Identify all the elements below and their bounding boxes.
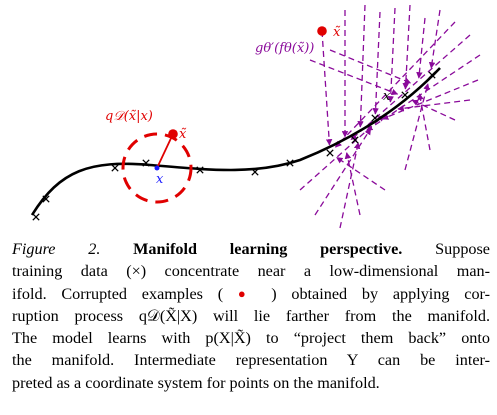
projection-arrow <box>314 128 372 216</box>
data-cross <box>196 166 204 174</box>
projection-arrow <box>336 156 386 191</box>
label-g-reconstruction: gθ′(fθ(x̃)) <box>255 41 314 56</box>
training-data-points <box>32 71 436 221</box>
caption-text: preted as a coordinate system for points… <box>12 373 380 392</box>
caption-text: the manifold. Intermediate representatio… <box>12 351 490 370</box>
corruption-circle <box>121 132 193 204</box>
data-cross <box>142 159 150 167</box>
caption-line-3: ifold. Corrupted examples ( ● ) obtained… <box>12 283 490 305</box>
label-x-tilde-lower: x̃ <box>179 127 187 142</box>
caption-line-1: Figure 2. Manifold learning perspective.… <box>12 238 490 260</box>
caption-line-6: the manifold. Intermediate representatio… <box>12 349 490 371</box>
data-cross <box>326 149 334 157</box>
caption-text: training data (×) concentrate near a low… <box>12 262 490 281</box>
label-x-upper: x <box>383 89 391 104</box>
caption-text: The model learns with p(X|X̃) to “projec… <box>12 329 490 348</box>
manifold-figure: q𝒟(x̃|x) gθ′(fθ(x̃)) x̃ x̃ x x <box>30 4 481 229</box>
data-cross <box>251 168 259 176</box>
projection-arrow <box>417 93 431 151</box>
projection-arrow <box>416 17 426 79</box>
data-cross <box>42 195 50 203</box>
caption-line-7: preted as a coordinate system for points… <box>12 372 490 394</box>
projection-arrow <box>335 21 456 148</box>
projection-arrow <box>381 79 479 120</box>
projection-arrow <box>411 99 456 121</box>
projection-arrow <box>372 11 381 115</box>
data-cross <box>401 91 409 99</box>
caption-text: ruption process q𝒟(X̃|X) will lie farthe… <box>12 306 490 325</box>
label-x-tilde-upper: x̃ <box>333 25 341 40</box>
projection-arrow <box>402 4 411 90</box>
label-q-corruption: q𝒟(x̃|x) <box>105 109 153 124</box>
projection-arrow <box>397 99 471 112</box>
data-cross <box>286 159 294 167</box>
projection-arrow <box>357 4 366 128</box>
projection-arrow <box>404 83 430 171</box>
caption-text: ) obtained by applying cor- <box>256 284 490 303</box>
manifold-curve <box>30 67 441 216</box>
caption-text: Figure 2. <box>12 240 134 258</box>
data-cross <box>111 164 119 172</box>
figure-caption: Figure 2. Manifold learning perspective.… <box>12 238 490 394</box>
caption-text: Manifold learning perspective. <box>133 240 403 258</box>
corruption-line <box>156 133 174 169</box>
data-cross <box>428 71 436 79</box>
clean-point-marker <box>154 165 160 171</box>
corrupted-point-lower <box>168 129 178 139</box>
data-cross <box>371 114 379 122</box>
caption-text: ● <box>237 285 257 301</box>
caption-text: Suppose <box>402 240 490 258</box>
caption-line-5: The model learns with p(X|X̃) to “projec… <box>12 327 490 349</box>
data-cross <box>351 136 359 144</box>
corrupted-point-upper <box>317 26 327 36</box>
data-cross <box>32 213 40 221</box>
caption-line-4: ruption process q𝒟(X̃|X) will lie farthe… <box>12 305 490 327</box>
label-x-lower: x <box>156 172 164 187</box>
projection-arrow <box>350 34 471 141</box>
projection-arrow <box>387 7 396 103</box>
projection-arrow <box>309 59 399 96</box>
projection-arrow <box>339 142 361 229</box>
projection-arrow <box>329 49 412 84</box>
projection-arrows <box>299 4 481 229</box>
projection-arrow <box>321 30 333 146</box>
caption-text: ifold. Corrupted examples ( <box>12 284 238 303</box>
projection-arrow <box>299 114 385 191</box>
caption-line-2: training data (×) concentrate near a low… <box>12 260 490 282</box>
